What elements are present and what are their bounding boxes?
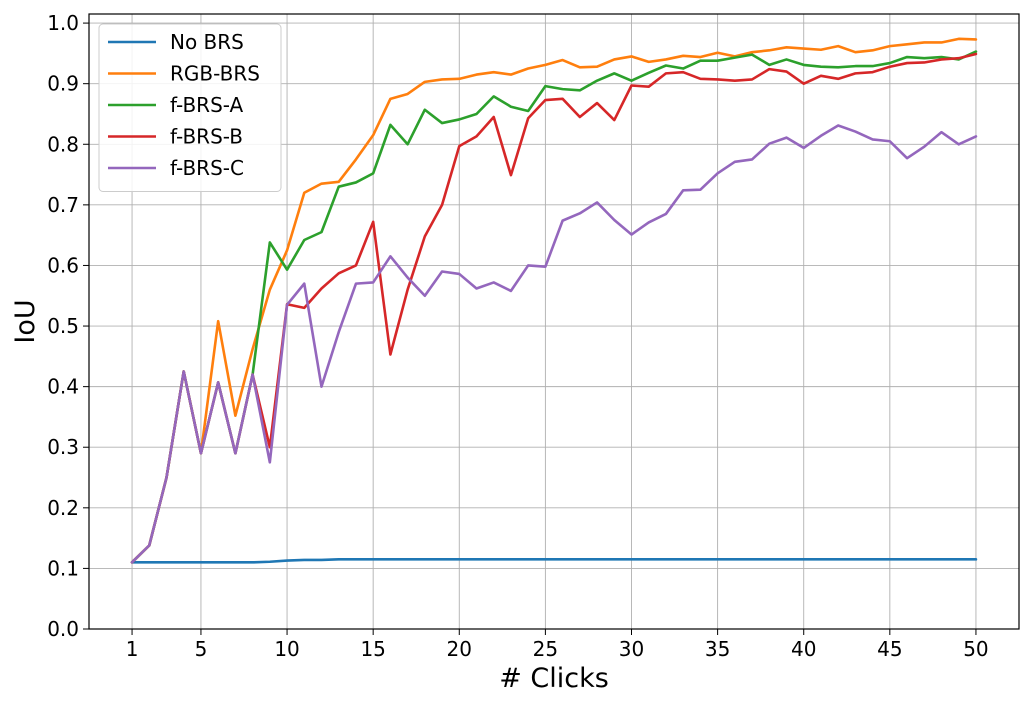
x-tick-label: 45 xyxy=(877,637,902,661)
x-tick-label: 10 xyxy=(274,637,299,661)
legend-box xyxy=(98,23,282,192)
series-line-no-brs xyxy=(130,558,978,564)
legend-label: No BRS xyxy=(170,30,244,54)
y-tick-label: 0.9 xyxy=(47,72,79,96)
x-axis-label: # Clicks xyxy=(499,663,609,694)
legend-label: f-BRS-B xyxy=(170,125,243,149)
y-tick-label: 0.2 xyxy=(47,496,79,520)
x-tick-label: 1 xyxy=(126,637,139,661)
series-lines xyxy=(130,37,978,564)
y-tick-label: 0.0 xyxy=(47,617,79,641)
y-tick-label: 0.4 xyxy=(47,375,79,399)
x-tick-label: 5 xyxy=(195,637,208,661)
x-tick-label: 35 xyxy=(705,637,730,661)
y-tick-label: 0.6 xyxy=(47,253,79,277)
legend-label: RGB-BRS xyxy=(170,62,260,86)
x-tick-label: 50 xyxy=(963,637,988,661)
y-tick-label: 0.8 xyxy=(47,132,79,156)
x-tick-label: 25 xyxy=(533,637,558,661)
x-tick-label: 15 xyxy=(360,637,385,661)
plot-frame xyxy=(88,13,1020,630)
legend-label: f-BRS-A xyxy=(170,93,244,117)
x-tick-label: 40 xyxy=(791,637,816,661)
y-tick-label: 0.3 xyxy=(47,435,79,459)
x-tick-label: 20 xyxy=(447,637,472,661)
y-tick-label: 0.1 xyxy=(47,556,79,580)
series-line-f-brs-c xyxy=(130,124,978,564)
y-axis-label: IoU xyxy=(10,299,41,343)
legend: No BRS RGB-BRS f-BRS-A f-BRS-B f-BRS-C xyxy=(98,23,282,192)
legend-label: f-BRS-C xyxy=(170,156,244,180)
y-tick-label: 0.7 xyxy=(47,193,79,217)
y-tick-label: 1.0 xyxy=(47,11,79,35)
series-line-f-brs-b xyxy=(130,52,978,564)
x-tick-label: 30 xyxy=(619,637,644,661)
x-axis-ticks: 1 5 10 15 20 25 30 35 40 45 50 xyxy=(126,629,989,661)
series-line-f-brs-a xyxy=(130,50,978,564)
series-line-rgb-brs xyxy=(130,37,978,564)
y-tick-label: 0.5 xyxy=(47,314,79,338)
y-axis-ticks: 0.0 0.1 0.2 0.3 0.4 0.5 0.6 0.7 0.8 0.9 1.0 xyxy=(47,11,89,641)
